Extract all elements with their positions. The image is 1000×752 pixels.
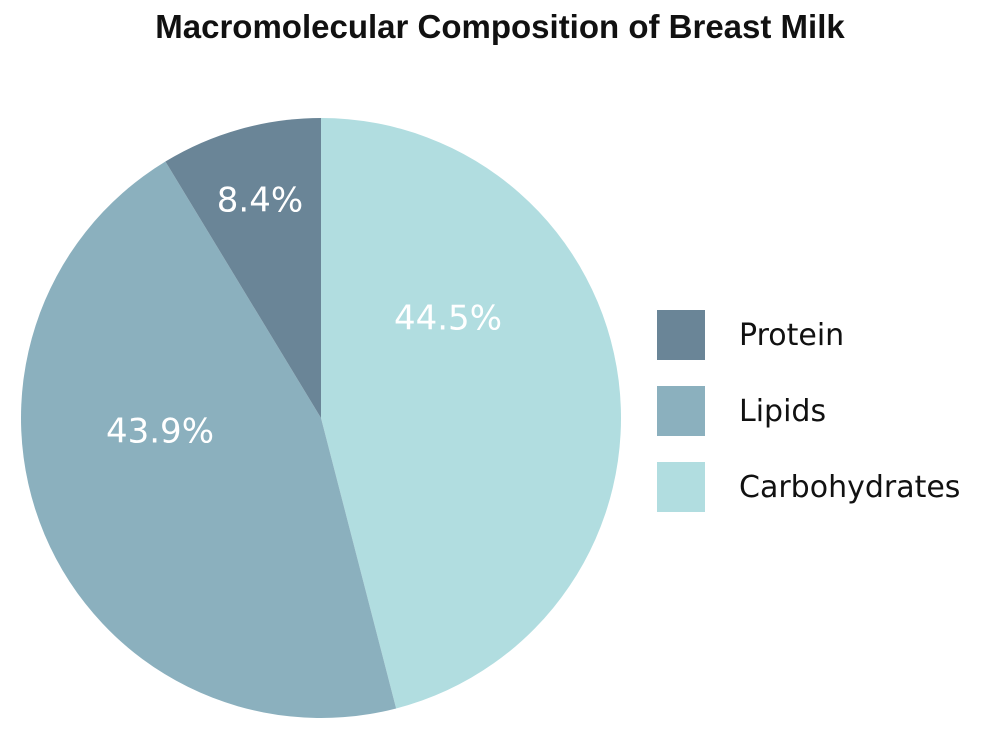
chart-title: Macromolecular Composition of Breast Mil…	[155, 8, 845, 45]
legend-swatch-lipids	[657, 386, 705, 436]
pie-slice-carbohydrates	[321, 118, 622, 709]
legend-item-carbohydrates: Carbohydrates	[657, 462, 960, 512]
pie-slice-protein	[165, 118, 321, 418]
slice-label-lipids: 43.9%	[106, 412, 214, 452]
legend-swatch-carbohydrates	[657, 462, 705, 512]
slice-label-protein: 8.4%	[217, 181, 303, 221]
legend-item-lipids: Lipids	[657, 386, 960, 436]
legend: Protein Lipids Carbohydrates	[657, 310, 960, 538]
legend-label: Protein	[739, 317, 845, 353]
pie-slice-lipids	[20, 161, 397, 719]
legend-label: Carbohydrates	[739, 469, 961, 505]
legend-swatch-protein	[657, 310, 705, 360]
slice-label-carbohydrates: 44.5%	[394, 299, 502, 339]
legend-label: Lipids	[739, 393, 827, 429]
pie-chart: 44.5% 43.9% 8.4%	[20, 118, 622, 719]
legend-item-protein: Protein	[657, 310, 960, 360]
